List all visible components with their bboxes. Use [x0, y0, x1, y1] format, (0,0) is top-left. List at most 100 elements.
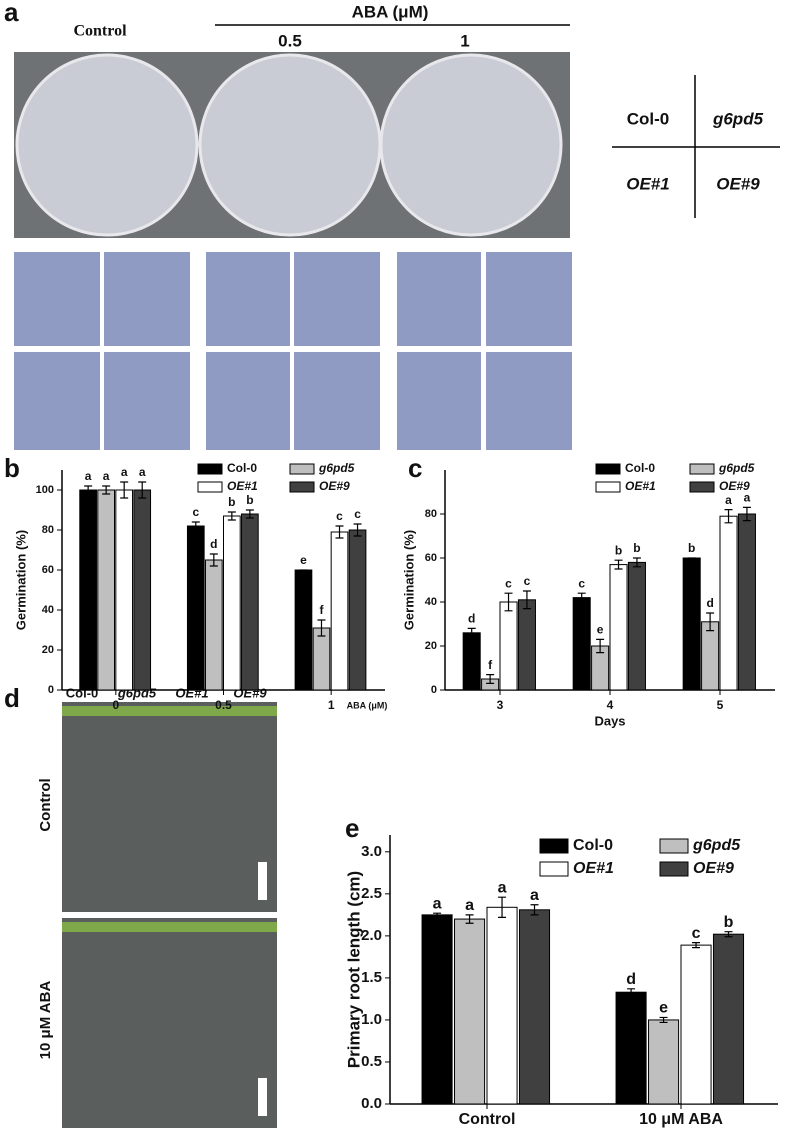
- bar: [627, 561, 646, 691]
- legend-swatch: [197, 463, 223, 475]
- error-bar: [692, 942, 701, 949]
- y-axis-label: Primary root length (cm): [344, 871, 363, 1068]
- concentration: 0.5: [278, 31, 302, 50]
- error-bar: [706, 612, 715, 632]
- bar: [115, 489, 134, 691]
- bar: [517, 599, 536, 691]
- error-bar: [138, 481, 147, 499]
- error-bar: [724, 931, 733, 938]
- y-tick-label: 0: [431, 684, 437, 696]
- error-bar: [209, 553, 218, 567]
- legend-label: OE#1: [625, 479, 656, 493]
- significance-letter: a: [433, 895, 442, 912]
- y-tick-label: 100: [36, 484, 54, 496]
- x-tick-label: 1: [328, 698, 335, 712]
- significance-letter: a: [121, 465, 128, 479]
- significance-letter: e: [597, 623, 604, 637]
- y-tick-label: 2.0: [361, 927, 382, 944]
- legend-label: OE#9: [319, 479, 350, 493]
- error-bar: [467, 627, 476, 638]
- bar: [609, 564, 628, 691]
- significance-letter: c: [192, 505, 199, 519]
- bar: [348, 529, 367, 691]
- significance-letter: c: [524, 574, 531, 588]
- error-bar: [614, 559, 623, 570]
- closeups: [14, 252, 572, 450]
- panel-label: a: [4, 0, 19, 27]
- significance-letter: c: [692, 925, 701, 942]
- error-bar: [504, 592, 513, 612]
- y-tick-label: 1.0: [361, 1011, 382, 1028]
- y-axis-label: Germination (%): [401, 530, 416, 630]
- seedling-photo: [62, 918, 277, 1128]
- bar: [572, 597, 591, 691]
- panel-label: b: [4, 453, 20, 483]
- legend-swatch: [689, 463, 715, 475]
- legend-label: Col-0: [227, 461, 257, 475]
- bar: [97, 489, 115, 691]
- bar: [499, 601, 518, 691]
- error-bar: [498, 896, 507, 918]
- bar: [712, 933, 745, 1105]
- genotype: OE#1: [626, 174, 669, 193]
- x-axis-label: Days: [594, 713, 625, 728]
- error-bar: [120, 481, 129, 499]
- y-tick-label: 20: [42, 644, 54, 656]
- legend-label: Col-0: [573, 837, 613, 854]
- x-tick-label: 4: [607, 698, 614, 712]
- scale-bar: [258, 1078, 267, 1116]
- error-bar: [227, 511, 236, 521]
- y-tick-label: 0.0: [361, 1095, 382, 1112]
- seedling-photo: [62, 702, 277, 912]
- bar: [223, 515, 241, 691]
- legend-label: OE#9: [719, 479, 750, 493]
- bar: [737, 513, 756, 691]
- legend-label: OE#1: [573, 860, 614, 877]
- x-tick-label: Control: [459, 1111, 516, 1128]
- legend-swatch: [289, 481, 315, 493]
- legend-swatch: [659, 861, 689, 877]
- error-bar: [84, 485, 93, 495]
- error-bar: [632, 557, 641, 568]
- significance-letter: d: [468, 612, 475, 626]
- error-bar: [596, 638, 605, 654]
- panel-label: e: [345, 813, 359, 843]
- y-tick-label: 40: [42, 604, 54, 616]
- bar: [79, 489, 97, 691]
- legend-label: g6pd5: [318, 461, 355, 475]
- bar: [186, 525, 205, 691]
- significance-letter: a: [103, 469, 110, 483]
- error-bar: [522, 590, 531, 610]
- significance-letter: a: [85, 469, 92, 483]
- legend-swatch: [595, 481, 621, 493]
- condition: 10 μM ABA: [37, 981, 54, 1060]
- y-tick-label: 80: [425, 508, 437, 520]
- genotype: g6pd5: [712, 109, 764, 128]
- error-bar: [627, 988, 636, 997]
- significance-letter: c: [354, 507, 361, 521]
- bar: [454, 918, 486, 1105]
- treatment-label: ABA (μM): [352, 2, 429, 21]
- dish: [15, 53, 199, 237]
- error-bar: [353, 523, 362, 537]
- y-tick-label: 0.5: [361, 1053, 382, 1070]
- error-bar: [245, 509, 254, 519]
- significance-letter: d: [210, 537, 217, 551]
- legend-label: OE#1: [227, 479, 258, 493]
- y-tick-label: 20: [425, 640, 437, 652]
- legend-swatch: [539, 861, 569, 877]
- error-bar: [433, 912, 442, 918]
- genotype: Col-0: [627, 109, 670, 128]
- dish: [379, 53, 563, 237]
- bar: [486, 906, 518, 1105]
- bar: [133, 489, 152, 691]
- dish: [198, 53, 382, 237]
- error-bar: [486, 674, 495, 684]
- significance-letter: b: [688, 541, 695, 555]
- error-bar: [102, 485, 111, 495]
- bar: [204, 559, 223, 691]
- panel-label: d: [4, 683, 20, 713]
- concentration: 1: [460, 31, 469, 50]
- y-tick-label: 80: [42, 524, 54, 536]
- legend-label: Col-0: [625, 461, 655, 475]
